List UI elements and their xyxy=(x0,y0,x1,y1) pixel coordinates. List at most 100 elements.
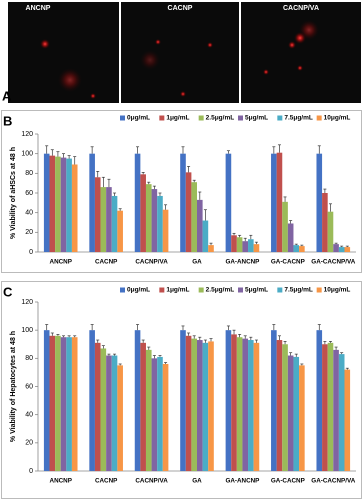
bar xyxy=(327,342,334,471)
y-tick-label: 20 xyxy=(25,440,33,447)
bar xyxy=(66,337,72,471)
bar xyxy=(299,365,305,471)
bar xyxy=(60,337,67,471)
legend-label: 2.5μg/mL xyxy=(206,115,235,122)
bar xyxy=(185,335,192,471)
legend-swatch xyxy=(316,115,322,121)
bar xyxy=(191,182,197,252)
x-tick-label: GA-CACNP xyxy=(271,478,305,485)
legend-label: 10μg/mL xyxy=(324,115,351,122)
y-tick-label: 100 xyxy=(21,151,33,158)
micrograph xyxy=(121,2,239,103)
bar xyxy=(100,348,107,471)
bar xyxy=(231,235,237,252)
bar xyxy=(140,174,146,252)
bar xyxy=(134,153,141,252)
bar xyxy=(89,153,95,252)
bar xyxy=(106,355,112,471)
bar xyxy=(145,349,152,471)
y-axis-label: % Viability of Hepatocytes at 48 h xyxy=(10,331,17,442)
x-tick-label: GA-ANCNP xyxy=(225,478,259,485)
legend-label: 5μg/mL xyxy=(245,115,268,122)
x-tick-label: GA xyxy=(192,478,202,485)
bar xyxy=(157,356,163,471)
bar xyxy=(202,220,209,252)
bar xyxy=(140,342,146,471)
panel-letter: B xyxy=(3,113,12,128)
bar xyxy=(253,244,260,252)
bar xyxy=(117,210,123,252)
bar xyxy=(55,335,61,471)
bar xyxy=(60,157,67,252)
bar xyxy=(43,153,50,252)
bar xyxy=(191,338,197,471)
y-tick-label: 20 xyxy=(25,229,33,236)
legend-swatch xyxy=(120,287,125,293)
legend-swatch xyxy=(198,115,204,121)
bar xyxy=(180,153,186,252)
bar xyxy=(316,330,323,471)
panel-letter: C xyxy=(3,284,13,299)
bar xyxy=(276,340,283,471)
bar xyxy=(242,338,249,471)
legend-label: 1μg/mL xyxy=(166,115,189,122)
bar xyxy=(208,245,214,252)
x-tick-label: CACNP xyxy=(95,478,117,485)
bar xyxy=(338,247,345,252)
bar xyxy=(94,342,101,471)
bar xyxy=(185,172,192,252)
bar xyxy=(66,158,72,252)
bar xyxy=(276,152,283,252)
bar xyxy=(253,342,260,471)
y-tick-label: 80 xyxy=(25,170,33,177)
y-tick-label: 80 xyxy=(25,355,33,362)
bar xyxy=(197,340,203,471)
bar xyxy=(338,354,345,471)
micrograph xyxy=(241,2,361,103)
bar xyxy=(225,153,232,252)
bar xyxy=(100,187,107,252)
bar xyxy=(344,247,351,252)
legend-swatch xyxy=(238,115,243,121)
legend-swatch xyxy=(198,287,204,293)
legend-label: 2.5μg/mL xyxy=(206,287,235,294)
legend-swatch xyxy=(159,287,165,293)
image-label: CACNP xyxy=(168,5,193,12)
legend-swatch xyxy=(316,287,322,293)
image-label: CACNP/VA xyxy=(283,5,319,12)
bar xyxy=(208,341,214,471)
bar xyxy=(162,363,169,471)
bar xyxy=(197,199,203,252)
x-tick-label: GA-ANCNP xyxy=(225,259,259,266)
bar xyxy=(89,330,95,471)
bar xyxy=(49,155,56,252)
bar xyxy=(333,244,339,252)
legend-label: 0μg/mL xyxy=(127,115,150,122)
bar xyxy=(145,184,152,252)
x-tick-label: CACNP xyxy=(95,259,117,266)
x-tick-label: GA xyxy=(192,259,202,266)
legend-swatch xyxy=(159,115,165,121)
bar xyxy=(271,153,277,252)
bar xyxy=(282,201,288,252)
legend-label: 7.5μg/mL xyxy=(284,115,313,122)
legend-swatch xyxy=(277,115,283,121)
bar xyxy=(282,344,288,471)
bar xyxy=(71,337,78,471)
bar xyxy=(248,239,254,252)
bar xyxy=(293,245,300,252)
legend-label: 10μg/mL xyxy=(324,287,351,294)
bar xyxy=(293,356,300,471)
bar xyxy=(71,164,78,252)
x-tick-label: ANCNP xyxy=(50,259,72,266)
bar xyxy=(157,195,163,252)
bar xyxy=(287,355,294,471)
bar xyxy=(322,193,328,252)
bar xyxy=(151,189,158,252)
y-tick-label: 60 xyxy=(25,383,33,390)
y-tick-label: 0 xyxy=(29,468,33,475)
legend-label: 5μg/mL xyxy=(245,287,268,294)
bar xyxy=(242,241,249,252)
legend-swatch xyxy=(277,287,283,293)
